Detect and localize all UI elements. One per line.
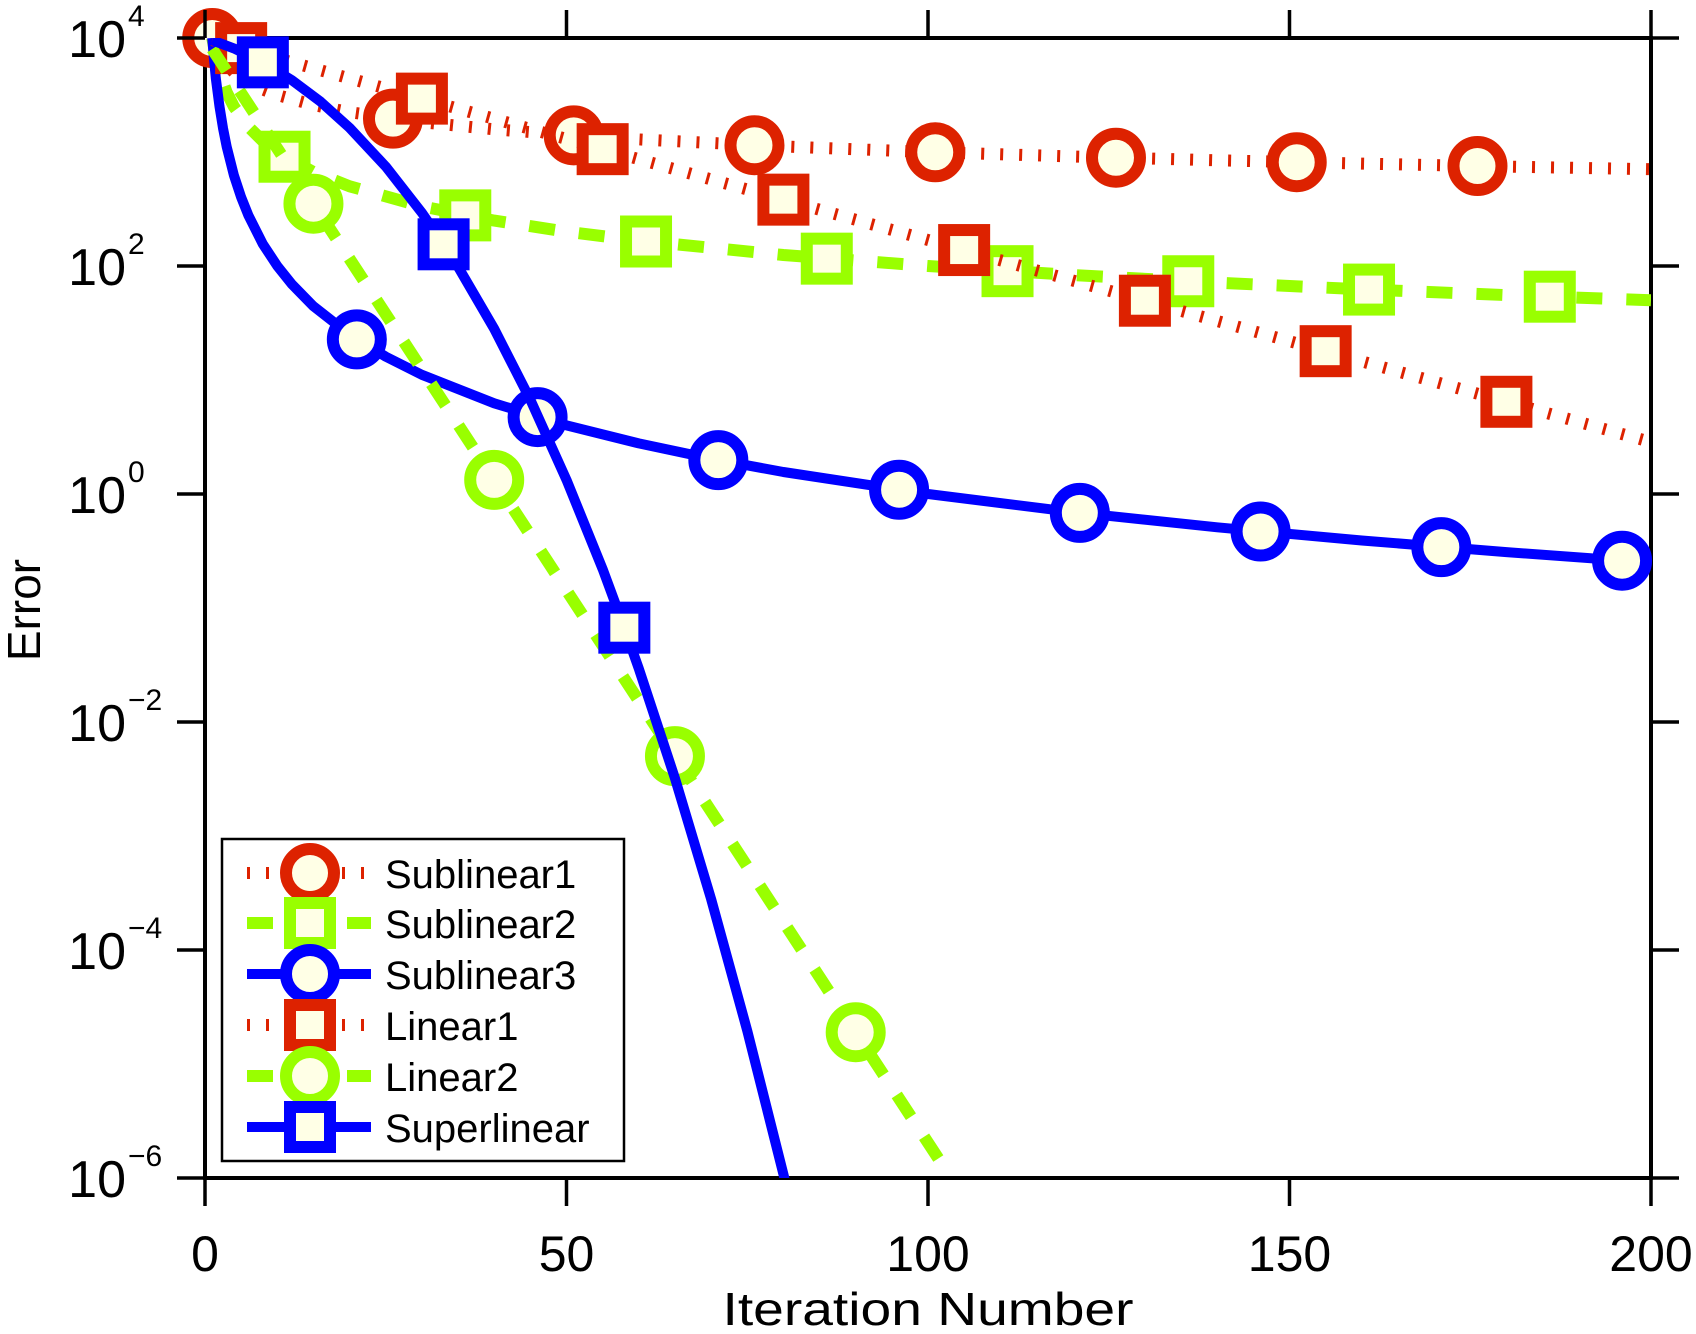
y-axis-title: Error [0, 559, 50, 661]
data-point-sublinear1 [1085, 127, 1146, 188]
series-sublinear3 [207, 38, 1653, 591]
data-point-sublinear2 [1162, 255, 1215, 308]
legend-marker-sublinear1 [280, 843, 340, 903]
data-point-superlinear [236, 36, 289, 89]
data-point-sublinear3 [1592, 530, 1653, 591]
series-layer [182, 8, 1653, 1178]
data-point-sublinear1 [905, 122, 966, 183]
legend-label-sublinear2: Sublinear2 [385, 903, 576, 947]
data-point-linear1 [938, 224, 991, 277]
legend-marker-superlinear [284, 1101, 336, 1153]
y-tick-label-base: 10 [68, 467, 126, 525]
legend-label-sublinear1: Sublinear1 [385, 853, 576, 897]
data-point-sublinear1 [1266, 132, 1327, 193]
y-tick-label-exponent: 2 [128, 228, 145, 261]
data-point-sublinear1 [724, 115, 785, 176]
data-point-linear1 [576, 123, 629, 176]
legend-label-linear2: Linear2 [385, 1056, 518, 1100]
x-tick-label: 150 [1248, 1226, 1331, 1282]
legend-marker-linear2 [280, 1046, 340, 1106]
series-line-linear1 [210, 38, 1651, 448]
data-point-sublinear2 [1343, 263, 1396, 316]
data-point-sublinear3 [1411, 517, 1472, 578]
data-point-sublinear1 [1447, 135, 1508, 196]
x-tick-label: 200 [1609, 1226, 1692, 1282]
legend-symbols [247, 843, 371, 1153]
data-point-sublinear3 [1230, 501, 1291, 562]
data-point-sublinear2 [1523, 270, 1576, 323]
series-line-linear2 [207, 45, 957, 1178]
data-point-superlinear [598, 601, 651, 654]
data-point-sublinear3 [1049, 482, 1110, 543]
legend-marker-sublinear2 [284, 897, 336, 949]
y-tick-label-base: 10 [68, 239, 126, 297]
legend-marker-sublinear3 [280, 944, 340, 1004]
data-point-linear1 [1118, 274, 1171, 327]
x-tick-label: 50 [539, 1226, 595, 1282]
x-tick-label: 0 [191, 1226, 219, 1282]
data-point-sublinear2 [981, 245, 1034, 298]
legend-label-sublinear3: Sublinear3 [385, 954, 576, 998]
data-point-linear2 [825, 1002, 886, 1063]
legend-label-superlinear: Superlinear [385, 1107, 590, 1151]
data-point-sublinear2 [800, 232, 853, 285]
legend-label-linear1: Linear1 [385, 1005, 518, 1049]
data-point-sublinear3 [869, 459, 930, 520]
data-point-linear1 [395, 72, 448, 125]
data-point-linear2 [283, 173, 344, 234]
y-tick-label-base: 10 [68, 11, 126, 69]
y-tick-label-exponent: −2 [128, 684, 162, 717]
data-point-superlinear [417, 218, 470, 271]
data-point-linear1 [1480, 375, 1533, 428]
y-tick-label-exponent: 0 [128, 456, 145, 489]
data-point-sublinear2 [620, 215, 673, 268]
series-line-superlinear [210, 38, 790, 1178]
series-superlinear [210, 36, 790, 1178]
data-point-sublinear3 [326, 309, 387, 370]
x-tick-label: 100 [886, 1226, 969, 1282]
data-point-sublinear3 [688, 430, 749, 491]
y-tick-label-base: 10 [68, 923, 126, 981]
y-tick-label-exponent: −6 [128, 1140, 162, 1173]
data-point-linear1 [757, 173, 810, 226]
y-tick-label-exponent: 4 [128, 0, 145, 33]
y-tick-label-exponent: −4 [128, 912, 162, 945]
y-tick-label-base: 10 [68, 695, 126, 753]
legend-marker-linear1 [284, 999, 336, 1051]
data-point-linear1 [1299, 325, 1352, 378]
legend: Sublinear1 Sublinear2 Sublinear3 Linear1… [220, 837, 626, 1163]
y-tick-label-base: 10 [68, 1151, 126, 1209]
x-axis-title: Iteration Number [723, 1283, 1134, 1334]
data-point-linear2 [464, 449, 525, 510]
